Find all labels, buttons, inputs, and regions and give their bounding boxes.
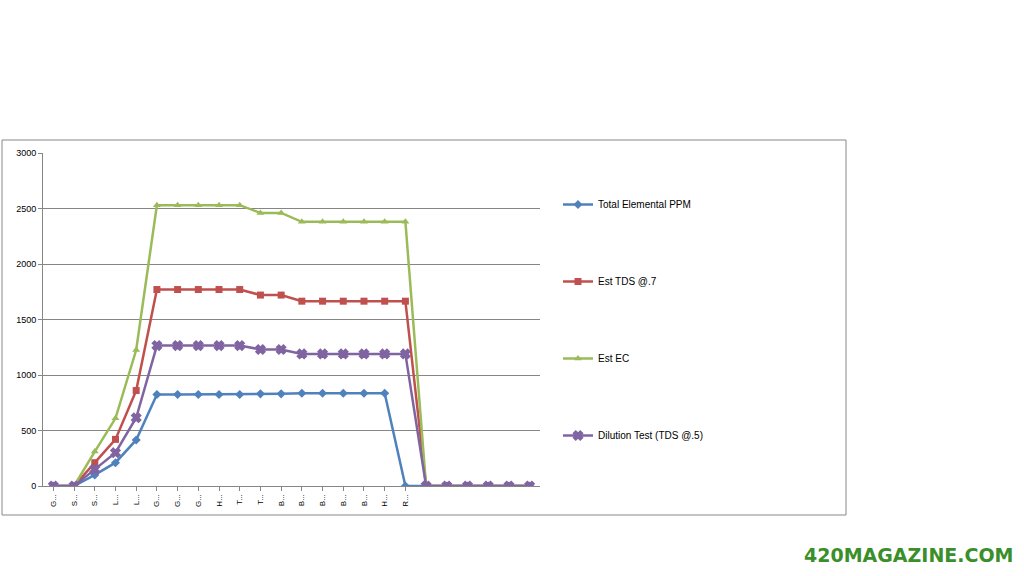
svg-text:G...: G...: [194, 494, 203, 507]
svg-text:420MAGAZINE.COM: 420MAGAZINE.COM: [804, 544, 1014, 566]
svg-text:T...: T...: [235, 494, 244, 505]
svg-text:1000: 1000: [16, 370, 36, 380]
svg-text:1500: 1500: [16, 315, 36, 325]
svg-text:B...: B...: [339, 494, 348, 506]
svg-text:Dilution Test (TDS @.5): Dilution Test (TDS @.5): [598, 430, 703, 441]
svg-text:L...: L...: [132, 494, 141, 505]
svg-text:R...: R...: [401, 494, 410, 506]
svg-text:500: 500: [21, 426, 36, 436]
svg-text:Total Elemental PPM: Total Elemental PPM: [598, 199, 691, 210]
svg-text:L...: L...: [111, 494, 120, 505]
svg-text:B...: B...: [277, 494, 286, 506]
svg-text:Est TDS @.7: Est TDS @.7: [598, 276, 657, 287]
svg-text:2500: 2500: [16, 204, 36, 214]
svg-text:2000: 2000: [16, 259, 36, 269]
svg-text:B...: B...: [318, 494, 327, 506]
svg-text:H...: H...: [380, 494, 389, 506]
svg-text:B...: B...: [297, 494, 306, 506]
svg-text:3000: 3000: [16, 148, 36, 158]
svg-text:G...: G...: [49, 494, 58, 507]
svg-text:T...: T...: [256, 494, 265, 505]
svg-text:G...: G...: [153, 494, 162, 507]
svg-text:B...: B...: [360, 494, 369, 506]
svg-text:H...: H...: [215, 494, 224, 506]
svg-text:0: 0: [31, 481, 36, 491]
svg-text:S...: S...: [70, 494, 79, 506]
svg-text:Est EC: Est EC: [598, 353, 629, 364]
svg-text:G...: G...: [173, 494, 182, 507]
svg-text:S...: S...: [90, 494, 99, 506]
